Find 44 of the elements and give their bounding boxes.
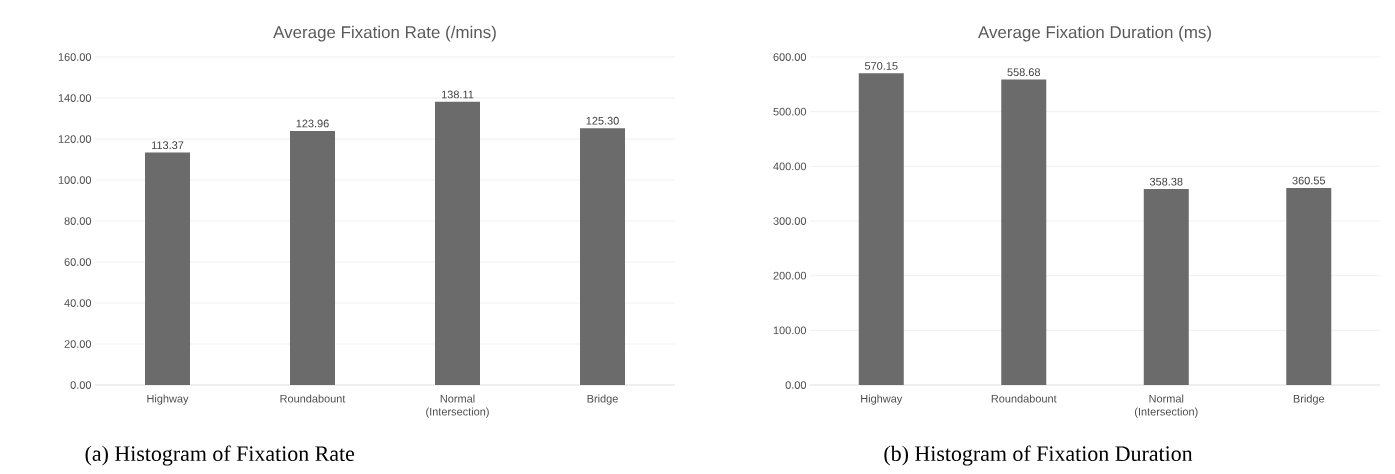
- bar: [858, 73, 904, 385]
- bar: [435, 101, 480, 385]
- y-tick-label: 100.00: [58, 176, 92, 184]
- x-tick-label: Roundabount: [280, 394, 346, 403]
- text: (b) Histogram of Fixation Duration: [884, 445, 1193, 466]
- y-tick-label: 0.00: [785, 381, 807, 389]
- x-tick-label: Bridge: [1293, 394, 1325, 405]
- bar: [145, 152, 190, 385]
- y-tick-label: 400.00: [773, 162, 807, 171]
- y-tick-label: 500.00: [773, 107, 807, 116]
- data-label: 570.15: [864, 62, 898, 70]
- y-tick-label: 60.00: [64, 258, 92, 266]
- text: (a) Histogram of Fixation Rate: [85, 445, 355, 466]
- y-tick-label: 120.00: [58, 135, 92, 143]
- bar: [580, 128, 625, 385]
- y-tick-label: 40.00: [64, 299, 92, 307]
- data-label: 360.55: [1292, 176, 1326, 185]
- y-tick-label: 600.00: [773, 53, 807, 61]
- x-tick-label: Highway: [861, 394, 903, 405]
- data-label: 358.38: [1149, 177, 1183, 186]
- chart-title: Average Fixation Duration (ms): [978, 25, 1211, 42]
- bar: [1001, 79, 1047, 385]
- y-tick-label: 80.00: [64, 217, 92, 225]
- x-tick-label: Normal (Intersection): [426, 394, 489, 418]
- bar: [1286, 187, 1332, 385]
- y-tick-label: 160.00: [58, 53, 92, 61]
- bar: [1143, 189, 1189, 385]
- data-label: 138.11: [441, 90, 474, 99]
- y-tick-label: 300.00: [773, 217, 807, 225]
- x-tick-label: Highway: [147, 394, 189, 405]
- y-tick-label: 140.00: [58, 94, 92, 102]
- y-tick-label: 200.00: [773, 271, 807, 280]
- y-tick-label: 0.00: [70, 381, 92, 389]
- x-tick-label: Bridge: [587, 394, 618, 405]
- y-tick-label: 100.00: [773, 326, 807, 335]
- x-tick-label: Normal (Intersection): [1134, 394, 1198, 418]
- chart-title: Average Fixation Rate (/mins): [273, 25, 496, 42]
- data-label: 558.68: [1007, 68, 1041, 77]
- data-label: 113.37: [151, 141, 184, 150]
- data-label: 125.30: [586, 116, 619, 125]
- x-tick-label: Roundabount: [991, 394, 1057, 403]
- y-tick-label: 20.00: [64, 340, 92, 348]
- data-label: 123.96: [296, 119, 329, 128]
- bar: [290, 130, 335, 385]
